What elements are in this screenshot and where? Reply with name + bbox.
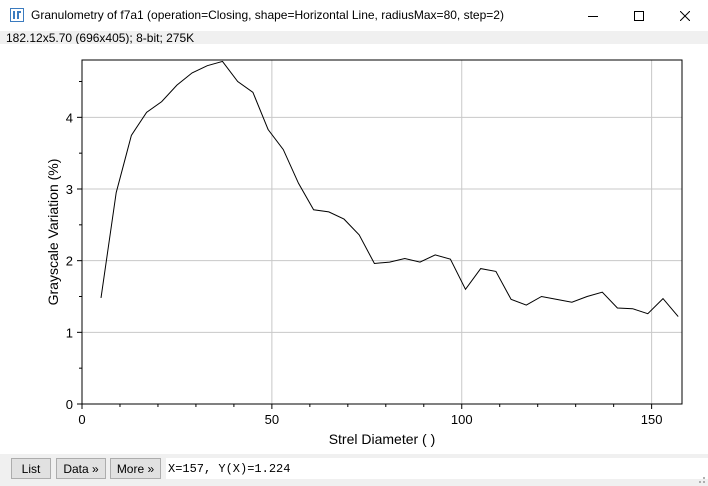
minimize-button[interactable] [570,0,616,31]
y-tick-label: 1 [66,325,73,340]
x-tick-label: 50 [265,412,279,427]
imagej-icon [10,8,24,22]
plot-frame [81,59,683,405]
title-bar[interactable]: Granulometry of f7a1 (operation=Closing,… [0,0,708,31]
close-icon [680,10,690,21]
x-tick-label: 150 [641,412,663,427]
y-tick-label: 3 [66,182,73,197]
data-series-line [100,60,679,317]
y-tick-label: 4 [66,110,73,125]
x-tick-label: 100 [451,412,473,427]
image-info: 182.12x5.70 (696x405); 8-bit; 275K [6,31,195,45]
y-axis-label: Grayscale Variation (%) [45,159,61,306]
plot-area[interactable]: 0 50 100 150 0 1 2 3 4 Strel Diameter ( ) Grayscal… [0,44,708,454]
y-tick-label: 0 [66,397,73,412]
coordinates-readout: X=157, Y(X)=1.224 [166,458,708,479]
resize-grip-icon[interactable] [696,474,706,484]
minimize-icon [588,15,598,17]
y-tick-label: 2 [66,254,73,269]
list-button[interactable]: List [11,458,51,479]
x-axis-label: Strel Diameter ( ) [329,431,436,447]
data-button[interactable]: Data » [56,458,106,479]
maximize-icon [634,10,644,21]
x-tick-label: 0 [78,412,85,427]
line-chart: 0 50 100 150 0 1 2 3 4 Strel Diameter ( ) Grayscal… [45,59,683,447]
window-title: Granulometry of f7a1 (operation=Closing,… [31,8,504,22]
maximize-button[interactable] [616,0,662,31]
more-button[interactable]: More » [110,458,161,479]
button-bar: List Data » More » X=157, Y(X)=1.224 [0,454,708,486]
close-button[interactable] [662,0,708,31]
